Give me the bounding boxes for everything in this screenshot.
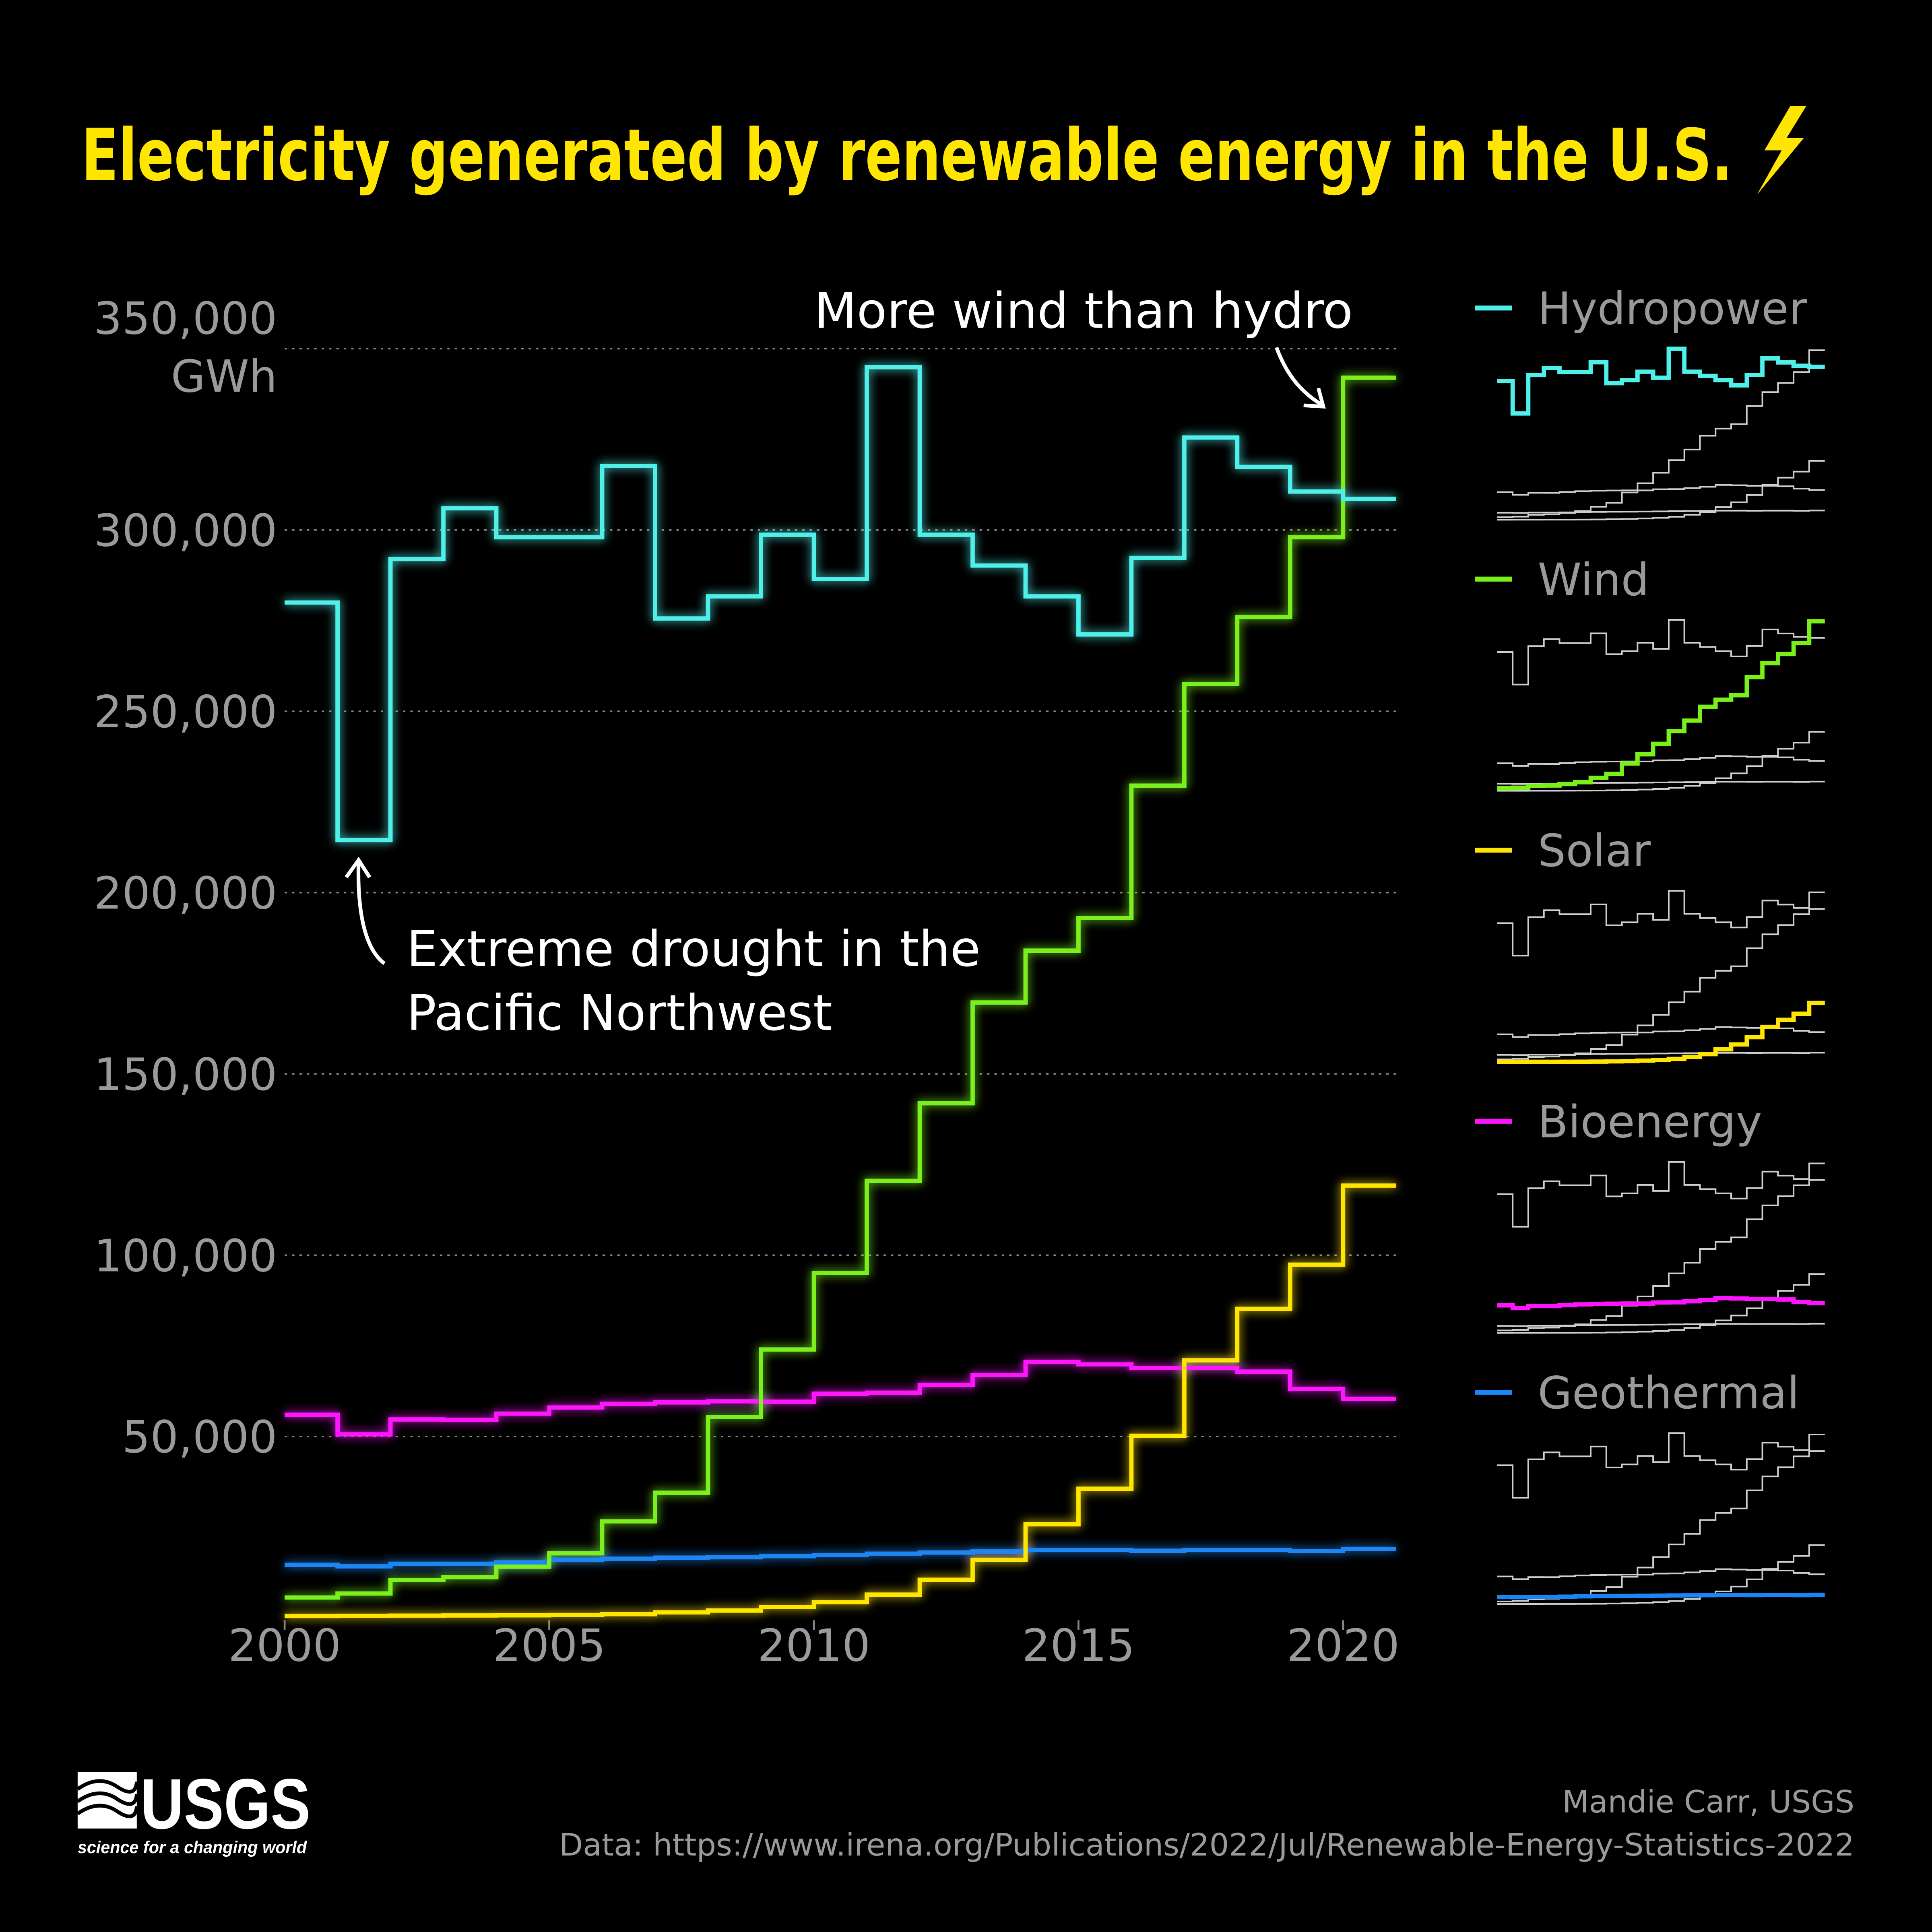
mini-line-wind [1497,1162,1825,1331]
usgs-logo: USGS science for a changing world [76,1764,310,1857]
gridlines [285,348,1396,1437]
legend-panel-solar: Solar [1475,825,1825,1064]
mini-line-wind [1497,892,1825,1060]
mini-line-solar [1497,731,1825,792]
series-lines [285,365,1396,1618]
series-line-hydropower [285,365,1396,842]
legend-panel-wind: Wind [1475,554,1825,792]
mini-line-geothermal [1497,510,1825,514]
y-tick-label: 100,000 [94,1230,277,1282]
y-axis-unit: GWh [171,351,277,402]
x-tick-label: 2010 [758,1620,870,1672]
mini-line-solar [1497,460,1825,521]
mini-line-hydropower [1497,890,1825,957]
mini-line-hydropower [1497,1161,1825,1228]
y-tick-label: 200,000 [94,867,277,919]
mini-line-wind [1497,349,1825,518]
y-tick-label: 350,000 [94,293,277,345]
mini-line-highlight-geothermal [1497,1592,1825,1600]
annotation-wind: More wind than hydro [814,282,1353,409]
drought-arrow [356,862,386,965]
y-tick-label: 300,000 [94,505,277,557]
mini-line-highlight-bioenergy [1497,1296,1825,1311]
legend-panel-geothermal: Geothermal [1475,1367,1825,1605]
legend-panel-bioenergy: Bioenergy [1475,1096,1825,1334]
series-line-bioenergy [285,1360,1396,1437]
legend-label: Wind [1538,554,1649,606]
y-tick-label: 250,000 [94,686,277,738]
x-axis-ticks: 2000 2005 2010 2015 2020 [228,1620,1399,1672]
y-tick-label: 50,000 [122,1412,277,1463]
logo-text: USGS [140,1764,310,1844]
mini-line-geothermal [1497,1323,1825,1327]
data-source: Data: https://www.irena.org/Publications… [559,1827,1854,1863]
mini-line-bioenergy [1497,755,1825,767]
series-line-wind [285,376,1396,1600]
drought-text-1: Extreme drought in the [407,920,980,978]
logo-tagline: science for a changing world [78,1838,307,1857]
y-axis-ticks: 50,000 100,000 150,000 200,000 250,000 300,00… [94,293,277,1463]
mini-line-hydropower [1497,1432,1825,1499]
lightning-icon [1757,106,1806,195]
mini-line-bioenergy [1497,1568,1825,1580]
mini-line-geothermal [1497,1052,1825,1056]
legend-label: Geothermal [1538,1367,1799,1419]
y-tick-label: 150,000 [94,1049,277,1100]
mini-line-solar [1497,1544,1825,1605]
chart-title: Electricity generated by renewable energ… [81,114,1732,197]
wind-arrow [1275,347,1322,406]
series-line-geothermal [285,1546,1396,1569]
wind-hydro-text: More wind than hydro [814,282,1353,339]
small-multiples-legend: Hydropower Wind Solar Bioenergy Geothermal [1475,283,1825,1605]
x-tick-label: 2015 [1022,1620,1135,1672]
mini-line-hydropower [1497,619,1825,685]
wind-arrowhead [1303,388,1326,409]
x-tick-label: 2020 [1287,1620,1399,1672]
mini-line-highlight-hydropower [1497,347,1825,416]
series-line-solar [285,1183,1396,1618]
legend-label: Hydropower [1538,283,1807,334]
mini-line-highlight-solar [1497,1001,1825,1064]
annotation-drought: Extreme drought in the Pacific Northwest [345,857,980,1042]
legend-label: Solar [1538,825,1651,877]
legend-label: Bioenergy [1538,1096,1762,1148]
drought-text-2: Pacific Northwest [407,984,832,1042]
drought-arrowhead [345,857,372,879]
x-tick-label: 2000 [228,1620,341,1672]
author-credit: Mandie Carr, USGS [1563,1784,1855,1820]
mini-line-highlight-wind [1497,619,1825,791]
x-tick-label: 2005 [493,1620,605,1672]
mini-line-bioenergy [1497,484,1825,496]
legend-panel-hydropower: Hydropower [1475,283,1825,521]
